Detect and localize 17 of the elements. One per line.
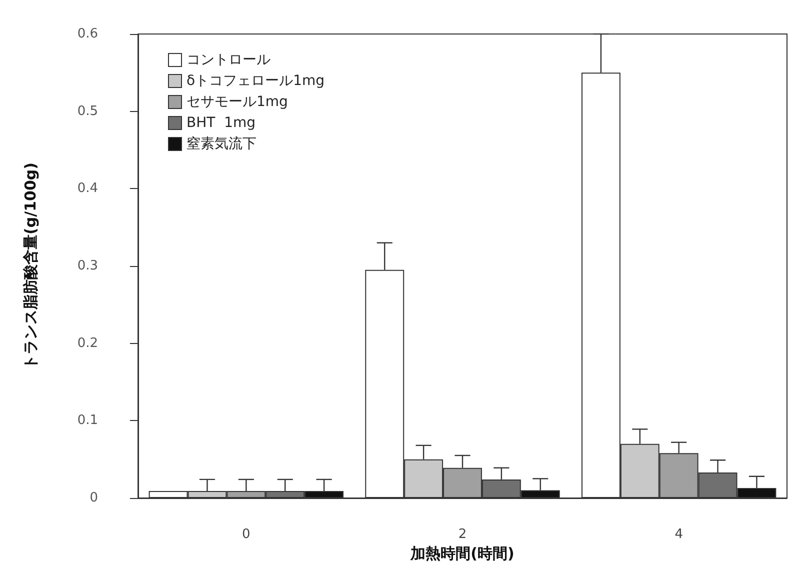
- y-tick-label: 0.6: [77, 26, 98, 42]
- x-tick-label: 0: [242, 527, 250, 542]
- legend-label: BHT 1mg: [186, 115, 256, 131]
- y-tick-label: 0.4: [77, 181, 98, 196]
- x-axis-title: 加熱時間(時間): [410, 544, 514, 562]
- x-tick-label: 4: [674, 527, 683, 542]
- legend-label: コントロール: [186, 52, 270, 68]
- y-tick-label: 0.1: [77, 413, 98, 428]
- y-axis-title: トランス脂肪酸含量(g/100g): [22, 162, 40, 370]
- y-tick-label: 0: [90, 490, 98, 506]
- y-tick-label: 0.2: [77, 336, 98, 351]
- y-tick-label: 0.3: [77, 258, 98, 274]
- legend-label: δトコフェロール1mg: [186, 73, 324, 89]
- legend-label: セサモール1mg: [186, 94, 288, 110]
- y-tick-label: 0.5: [77, 104, 98, 119]
- legend-label: 窒素気流下: [186, 136, 256, 152]
- x-tick-label: 2: [458, 527, 467, 542]
